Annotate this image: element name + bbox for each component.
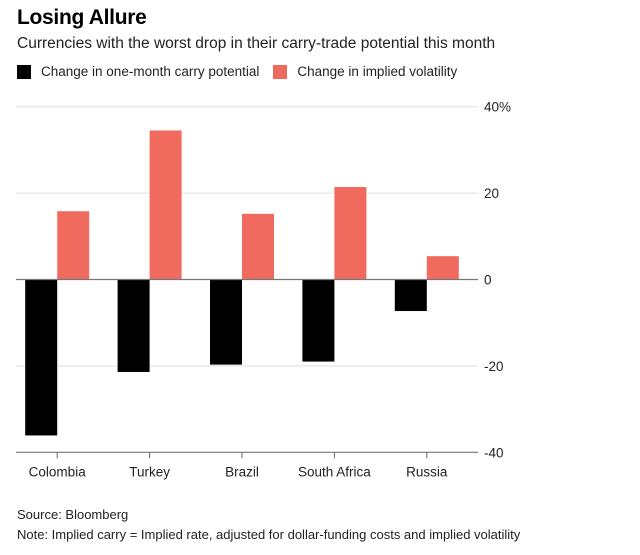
x-tick-label: Turkey [129,464,170,479]
y-tick-label: 40% [484,100,511,115]
bar-volatility [242,213,274,280]
chart-title: Losing Allure [17,6,147,29]
bar-carry [394,279,427,312]
legend-swatch-volatility [273,64,288,79]
bar-volatility [334,187,367,280]
legend-item-carry: Change in one-month carry potential [17,64,259,79]
y-tick-label: 0 [484,273,492,288]
legend-label-carry: Change in one-month carry potential [41,64,260,79]
bar-carry [25,279,58,436]
bar-carry [210,279,242,365]
legend-swatch-carry [17,64,31,79]
x-tick-label: Russia [406,464,448,479]
y-tick-label: 20 [484,186,499,201]
bar-volatility [57,211,90,280]
x-tick-label: Colombia [29,464,87,479]
legend: Change in one-month carry potential Chan… [17,64,471,79]
legend-label-volatility: Change in implied volatility [297,64,458,79]
bar-volatility [149,130,182,280]
bar-volatility [426,256,459,280]
x-tick-label: Brazil [225,464,259,479]
source-text: Source: Bloomberg [17,507,129,522]
note-text: Note: Implied carry = Implied rate, adju… [17,527,521,542]
chart-subtitle: Currencies with the worst drop in their … [17,35,496,52]
legend-item-volatility: Change in implied volatility [273,64,457,79]
y-tick-label: -20 [484,359,504,374]
bar-carry [302,279,335,362]
x-tick-label: South Africa [298,464,371,479]
bar-chart: 40% 20 0 -20 -40 Colombia Turkey Brazil South Af… [16,100,511,479]
bar-carry [117,279,150,372]
y-tick-label: -40 [484,445,504,460]
